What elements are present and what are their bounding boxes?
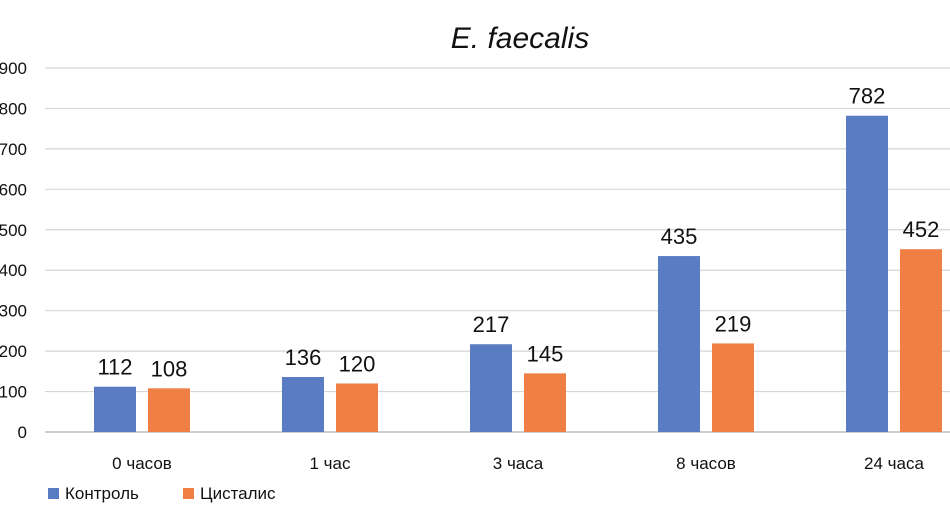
y-tick-label: 800 — [0, 99, 27, 118]
legend-swatch — [183, 488, 194, 499]
x-tick-label: 8 часов — [676, 454, 736, 473]
chart-title: E. faecalis — [451, 22, 589, 55]
x-tick-label: 0 часов — [112, 454, 172, 473]
data-label: 145 — [527, 341, 564, 366]
legend-label: Контроль — [65, 484, 139, 503]
bar — [336, 383, 378, 432]
y-axis-ticks: 0 100 200 300 400 500 600 700 800 900 — [0, 59, 27, 442]
data-label: 112 — [97, 355, 132, 380]
data-label: 435 — [661, 224, 698, 249]
bar — [846, 115, 888, 433]
y-tick-label: 400 — [0, 261, 27, 280]
x-axis-ticks: 0 часов 1 час 3 часа 8 часов 24 часа — [112, 454, 924, 473]
y-tick-label: 900 — [0, 59, 27, 78]
gridlines — [45, 67, 950, 433]
y-tick-label: 200 — [0, 342, 27, 361]
y-tick-label: 700 — [0, 140, 27, 159]
y-tick-label: 100 — [0, 383, 27, 402]
bar — [712, 343, 754, 432]
data-label: 452 — [903, 217, 940, 242]
x-tick-label: 3 часа — [493, 454, 544, 473]
y-tick-label: 300 — [0, 302, 27, 321]
legend: Контроль Цисталис — [48, 484, 276, 503]
data-label: 136 — [285, 345, 322, 370]
data-label: 782 — [849, 84, 886, 109]
data-labels: 112 108 136 120 217 145 435 219 782 452 — [97, 84, 939, 382]
legend-swatch — [48, 488, 59, 499]
data-label: 217 — [473, 312, 510, 337]
y-tick-label: 600 — [0, 180, 27, 199]
bar — [282, 376, 324, 432]
legend-label: Цисталис — [200, 484, 276, 503]
bar — [470, 344, 512, 432]
data-label: 219 — [715, 311, 752, 336]
y-tick-label: 0 — [18, 423, 27, 442]
x-tick-label: 24 часа — [864, 454, 924, 473]
x-tick-label: 1 час — [310, 454, 351, 473]
data-label: 120 — [339, 351, 376, 376]
y-tick-label: 500 — [0, 221, 27, 240]
bars — [94, 115, 942, 433]
bar — [658, 256, 700, 432]
bar — [524, 373, 566, 432]
bar — [148, 388, 190, 432]
bar — [900, 249, 942, 432]
data-label: 108 — [151, 356, 188, 381]
bar — [94, 386, 136, 432]
